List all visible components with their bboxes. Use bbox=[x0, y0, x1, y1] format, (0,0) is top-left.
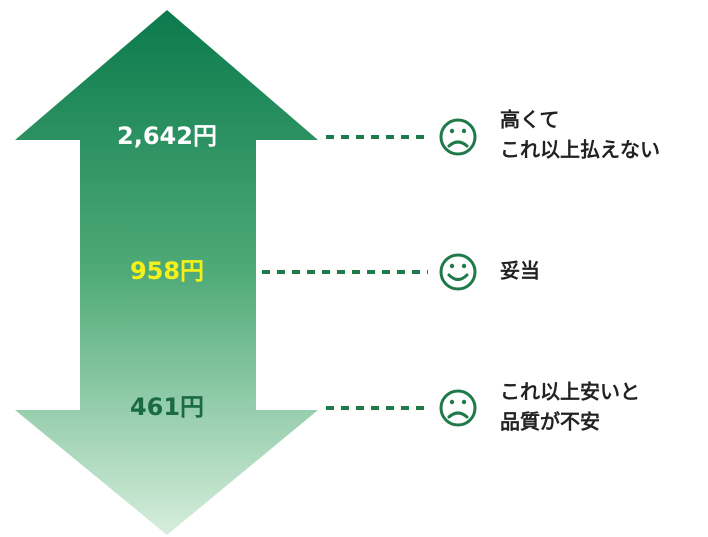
sad-face bbox=[439, 389, 477, 427]
price-fair: 958円 bbox=[130, 257, 204, 285]
price-high: 2,642円 bbox=[117, 122, 217, 150]
description: 妥当 bbox=[500, 259, 540, 283]
sad-face bbox=[439, 118, 477, 156]
description: これ以上払えない bbox=[500, 138, 660, 162]
description: 高くて bbox=[500, 108, 559, 132]
description: これ以上安いと bbox=[500, 380, 640, 404]
price-low: 461円 bbox=[130, 393, 204, 421]
happy-face bbox=[439, 253, 477, 291]
double-arrow bbox=[15, 10, 318, 535]
description: 品質が不安 bbox=[500, 410, 600, 434]
